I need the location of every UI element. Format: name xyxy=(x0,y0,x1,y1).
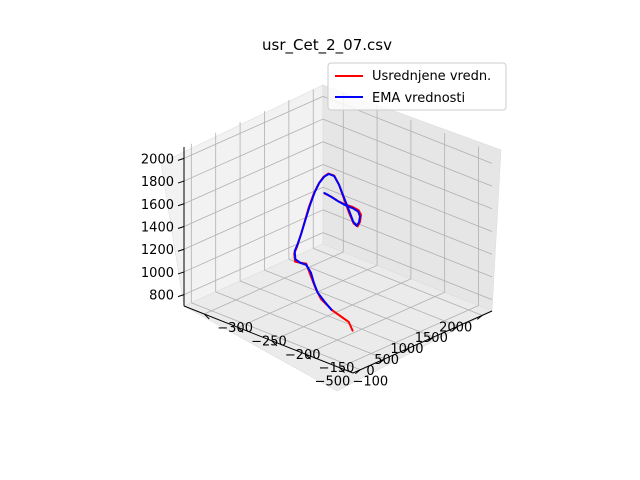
legend[interactable]: Usrednjene vredn. EMA vrednosti xyxy=(327,62,507,111)
tick-label-z: 1600 xyxy=(141,198,174,213)
grid-line-y-floor xyxy=(191,302,361,371)
tick-label-y: 500 xyxy=(374,353,399,368)
grid-line-z-right xyxy=(322,209,493,278)
y-axis-line xyxy=(352,310,493,374)
grid-line-x-floor xyxy=(339,305,479,369)
grid-line-z-right xyxy=(322,141,493,210)
grid-line-z-left xyxy=(183,141,324,205)
tick-mark-z xyxy=(177,294,185,298)
series-lines xyxy=(293,172,362,332)
grid-line-x-floor xyxy=(305,291,445,355)
tick-label-x: −100 xyxy=(352,375,388,390)
tick-label-y: 0 xyxy=(366,364,374,379)
grid-line-x-floor xyxy=(204,251,344,315)
tick-mark-z xyxy=(177,157,185,161)
tick-label-x: −200 xyxy=(285,348,321,363)
tick-label-z: 1200 xyxy=(141,243,174,258)
series-line-ema xyxy=(293,173,361,311)
grid-lines xyxy=(183,89,493,371)
tick-label-z: 1800 xyxy=(141,175,174,190)
grid-line-z-right xyxy=(322,186,493,255)
tick-label-y: 1000 xyxy=(390,342,423,357)
tick-labels: −300−250−200−150−100−5000500100015002000… xyxy=(141,152,472,389)
grid-line-z-left xyxy=(183,186,324,250)
tick-mark-z xyxy=(177,248,185,252)
axes xyxy=(177,147,493,375)
grid-line-z-left xyxy=(183,95,324,159)
grid-line-y-floor xyxy=(313,247,483,316)
grid-line-z-right xyxy=(322,164,493,232)
x-axis-line xyxy=(183,305,354,374)
chart-title: usr_Cet_2_07.csv xyxy=(262,36,392,55)
tick-mark-z xyxy=(177,226,185,229)
tick-label-y: 1500 xyxy=(415,331,448,346)
tick-label-y: 2000 xyxy=(439,320,472,335)
tick-label-x: −150 xyxy=(319,361,355,376)
tick-label-x: −250 xyxy=(251,334,287,349)
grid-line-x-floor xyxy=(271,278,412,342)
legend-label-usrednjene: Usrednjene vredn. xyxy=(372,69,491,84)
grid-line-z-right xyxy=(322,118,493,187)
grid-line-z-right xyxy=(322,232,493,301)
tick-mark-z xyxy=(177,203,185,207)
tick-label-z: 1000 xyxy=(141,266,174,281)
tick-label-z: 2000 xyxy=(141,152,174,167)
grid-line-x-floor xyxy=(237,265,378,328)
tick-label-y: −500 xyxy=(315,375,351,390)
grid-line-z-left xyxy=(183,209,324,273)
tick-mark-z xyxy=(177,180,185,184)
tick-label-z: 800 xyxy=(149,289,174,304)
tick-mark-z xyxy=(177,271,185,275)
grid-line-y-floor xyxy=(264,269,434,338)
tick-label-x: −300 xyxy=(217,321,253,336)
grid-line-y-floor xyxy=(239,280,410,349)
grid-line-z-left xyxy=(183,232,324,296)
grid-line-y-floor xyxy=(288,258,459,327)
legend-box xyxy=(327,62,507,111)
legend-label-ema: EMA vrednosti xyxy=(372,91,465,106)
grid-line-z-left xyxy=(183,118,324,182)
grid-line-y-floor xyxy=(215,291,385,360)
grid-line-z-left xyxy=(183,164,324,227)
tick-label-z: 1400 xyxy=(141,221,174,236)
